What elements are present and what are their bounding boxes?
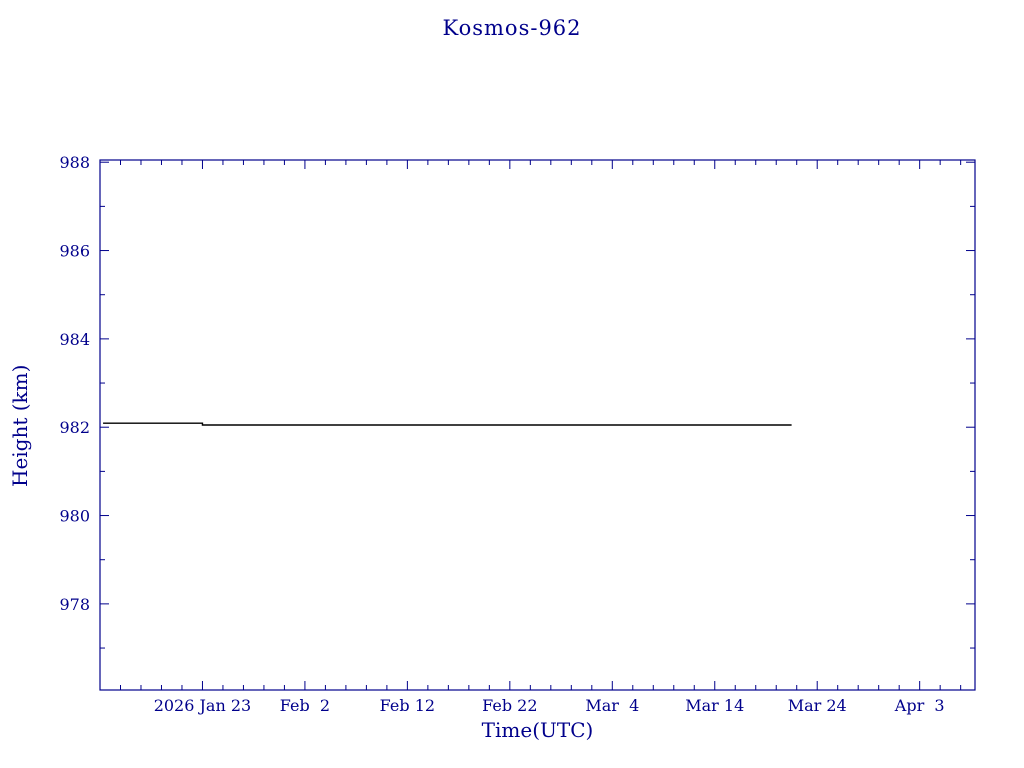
x-tick-label: Feb 22 [482, 696, 537, 715]
x-tick-label: Feb 2 [280, 696, 330, 715]
y-tick-label: 978 [59, 595, 90, 614]
x-tick-label: Apr 3 [894, 696, 945, 715]
x-tick-label: Feb 12 [380, 696, 435, 715]
x-tick-label: Mar 14 [685, 696, 744, 715]
y-tick-label: 980 [59, 507, 90, 526]
x-tick-label: 2026 Jan 23 [154, 696, 252, 715]
data-line-orbit-height [103, 422, 792, 426]
chart-title: Kosmos-962 [442, 16, 582, 40]
x-tick-label: Mar 24 [788, 696, 847, 715]
plot-frame [99, 159, 976, 691]
x-tick-label: Mar 4 [585, 696, 639, 715]
y-tick-label: 986 [59, 242, 90, 261]
x-axis-label: Time(UTC) [481, 718, 594, 742]
y-tick-label: 982 [59, 418, 90, 437]
y-tick-label: 984 [59, 330, 90, 349]
y-tick-label: 988 [59, 153, 90, 172]
